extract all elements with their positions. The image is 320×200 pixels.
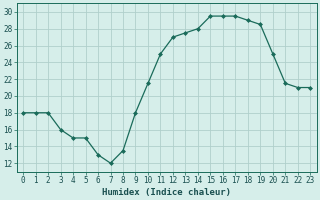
- X-axis label: Humidex (Indice chaleur): Humidex (Indice chaleur): [102, 188, 231, 197]
